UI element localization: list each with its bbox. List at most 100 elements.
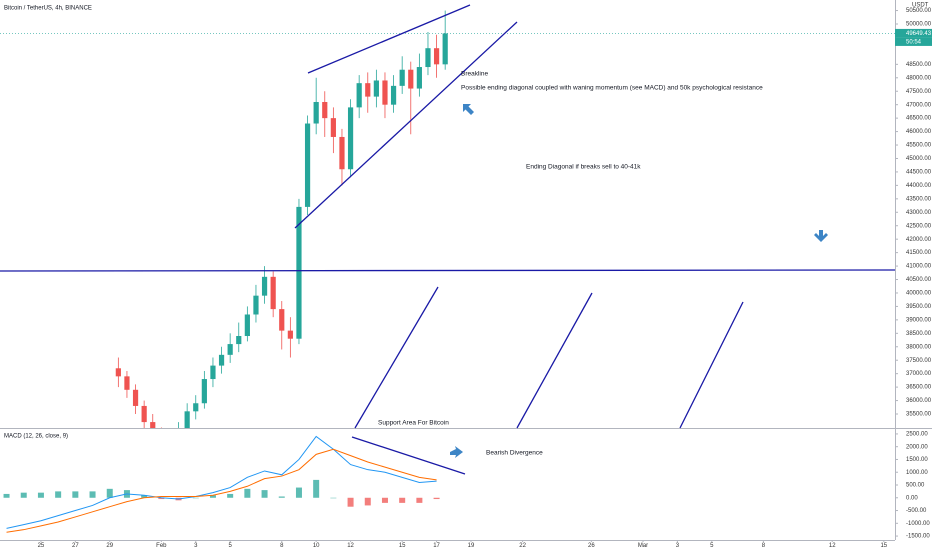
- histogram-bar: [295, 487, 302, 498]
- candle-body: [244, 314, 250, 337]
- y-tick-label: 45500.00: [906, 143, 932, 149]
- support-line: [0, 269, 896, 272]
- candle-body: [304, 123, 311, 207]
- x-tick-label: 10: [313, 543, 320, 549]
- y-tick-label: 38000.00: [906, 344, 932, 350]
- y-tick-label: 2500.00: [906, 432, 928, 438]
- candles: [115, 10, 448, 428]
- candle-body: [416, 67, 422, 89]
- y-tick-label: 40500.00: [906, 277, 932, 283]
- y-tick-label: 47000.00: [906, 102, 932, 108]
- x-tick-label: Feb: [156, 543, 167, 549]
- x-tick-label: 12: [347, 543, 354, 549]
- candle-body: [270, 276, 276, 310]
- candle-body: [296, 206, 302, 339]
- x-tick-label: 3: [194, 543, 198, 549]
- y-tick-label: 35500.00: [906, 412, 932, 418]
- annotation: Support Area For Bitcoin: [378, 420, 449, 427]
- candle-body: [339, 136, 345, 170]
- y-tick-label: 37000.00: [906, 371, 932, 377]
- candle-body: [218, 354, 225, 366]
- price-pane: 35500.0036000.0036500.0037000.0037500.00…: [0, 8, 932, 549]
- candle-body: [184, 411, 190, 428]
- candle-body: [279, 309, 285, 331]
- annotation: Breakline: [461, 71, 488, 78]
- candle-body: [210, 365, 216, 380]
- y-tick-label: 0.00: [906, 495, 918, 501]
- histogram-bar: [3, 493, 10, 498]
- candle-body: [313, 101, 319, 124]
- x-tick-label: 12: [829, 543, 836, 549]
- histogram-bar: [192, 497, 199, 499]
- histogram-bar: [313, 479, 320, 498]
- chart-title: Bitcoin / TetherUS, 4h, BINANCE: [4, 6, 92, 12]
- histogram-bar: [381, 497, 388, 503]
- candle-body: [132, 389, 139, 406]
- y-tick-label: 1000.00: [906, 470, 928, 476]
- y-tick-label: 38500.00: [906, 331, 932, 337]
- x-tick-label: 22: [519, 543, 526, 549]
- lower-trendline: [294, 21, 518, 229]
- x-tick-label: 25: [38, 543, 45, 549]
- annotation: Bearish Divergence: [486, 450, 543, 457]
- histogram-bar: [278, 496, 285, 498]
- candle-body: [356, 83, 362, 108]
- x-tick-label: 5: [228, 543, 232, 549]
- histogram-bar: [244, 488, 251, 498]
- candle-body: [261, 276, 268, 296]
- y-tick-label: 36000.00: [906, 398, 932, 404]
- candle-body: [227, 344, 233, 355]
- y-tick-label: 43000.00: [906, 210, 932, 216]
- macd-line: [6, 435, 437, 529]
- y-tick-label: 42500.00: [906, 223, 932, 229]
- y-tick-label: 45000.00: [906, 156, 932, 162]
- y-tick-label: -1500.00: [906, 534, 930, 540]
- histogram-bar: [37, 492, 44, 498]
- x-tick-label: 27: [72, 543, 79, 549]
- y-tick-label: -500.00: [906, 508, 927, 514]
- y-tick-label: 48500.00: [906, 62, 932, 68]
- y-tick-label: 1500.00: [906, 457, 928, 463]
- y-tick-label: 36500.00: [906, 385, 932, 391]
- x-tick-label: Mar: [638, 543, 648, 549]
- x-tick-label: 3: [676, 543, 680, 549]
- arrow-up-left: [463, 104, 474, 115]
- histogram-bar: [347, 497, 354, 507]
- histogram-bar: [89, 491, 96, 498]
- candle-body: [287, 330, 293, 339]
- drawings: [0, 4, 896, 475]
- histogram-bar: [209, 495, 216, 498]
- y-tick-label: 37500.00: [906, 358, 932, 364]
- candle-body: [365, 83, 371, 97]
- histogram-bar: [106, 488, 113, 498]
- histogram-bar: [141, 495, 148, 498]
- y-tick-label: 40000.00: [906, 291, 932, 297]
- macd-line: [6, 448, 437, 533]
- candle-body: [253, 295, 259, 315]
- x-tick-label: 26: [588, 543, 595, 549]
- y-tick-label: 50000.00: [906, 22, 932, 28]
- x-tick-label: 5: [710, 543, 714, 549]
- histogram-bar: [20, 492, 27, 498]
- y-tick-label: 44000.00: [906, 183, 932, 189]
- support-hatch: [679, 301, 744, 429]
- y-tick-label: 39500.00: [906, 304, 932, 310]
- timer-label: 50:54: [906, 40, 922, 46]
- candle-body: [124, 376, 130, 390]
- candle-body: [322, 101, 328, 119]
- y-tick-label: 500.00: [906, 483, 925, 489]
- histogram-bar: [55, 491, 62, 498]
- macd-pane: 2500.00 2000.00 1500.00 1000.00 500.00 0.00 -5…: [3, 432, 930, 540]
- histogram-bar: [158, 497, 165, 500]
- histogram-bar: [72, 491, 79, 498]
- annotation: Ending Diagonal if breaks sell to 40-41k: [526, 164, 641, 171]
- x-tick-label: 15: [880, 543, 887, 549]
- candle-body: [201, 379, 207, 404]
- candle-body: [330, 118, 336, 137]
- candle-body: [382, 80, 388, 105]
- y-tick-label: 2000.00: [906, 444, 928, 450]
- candle-body: [399, 69, 405, 86]
